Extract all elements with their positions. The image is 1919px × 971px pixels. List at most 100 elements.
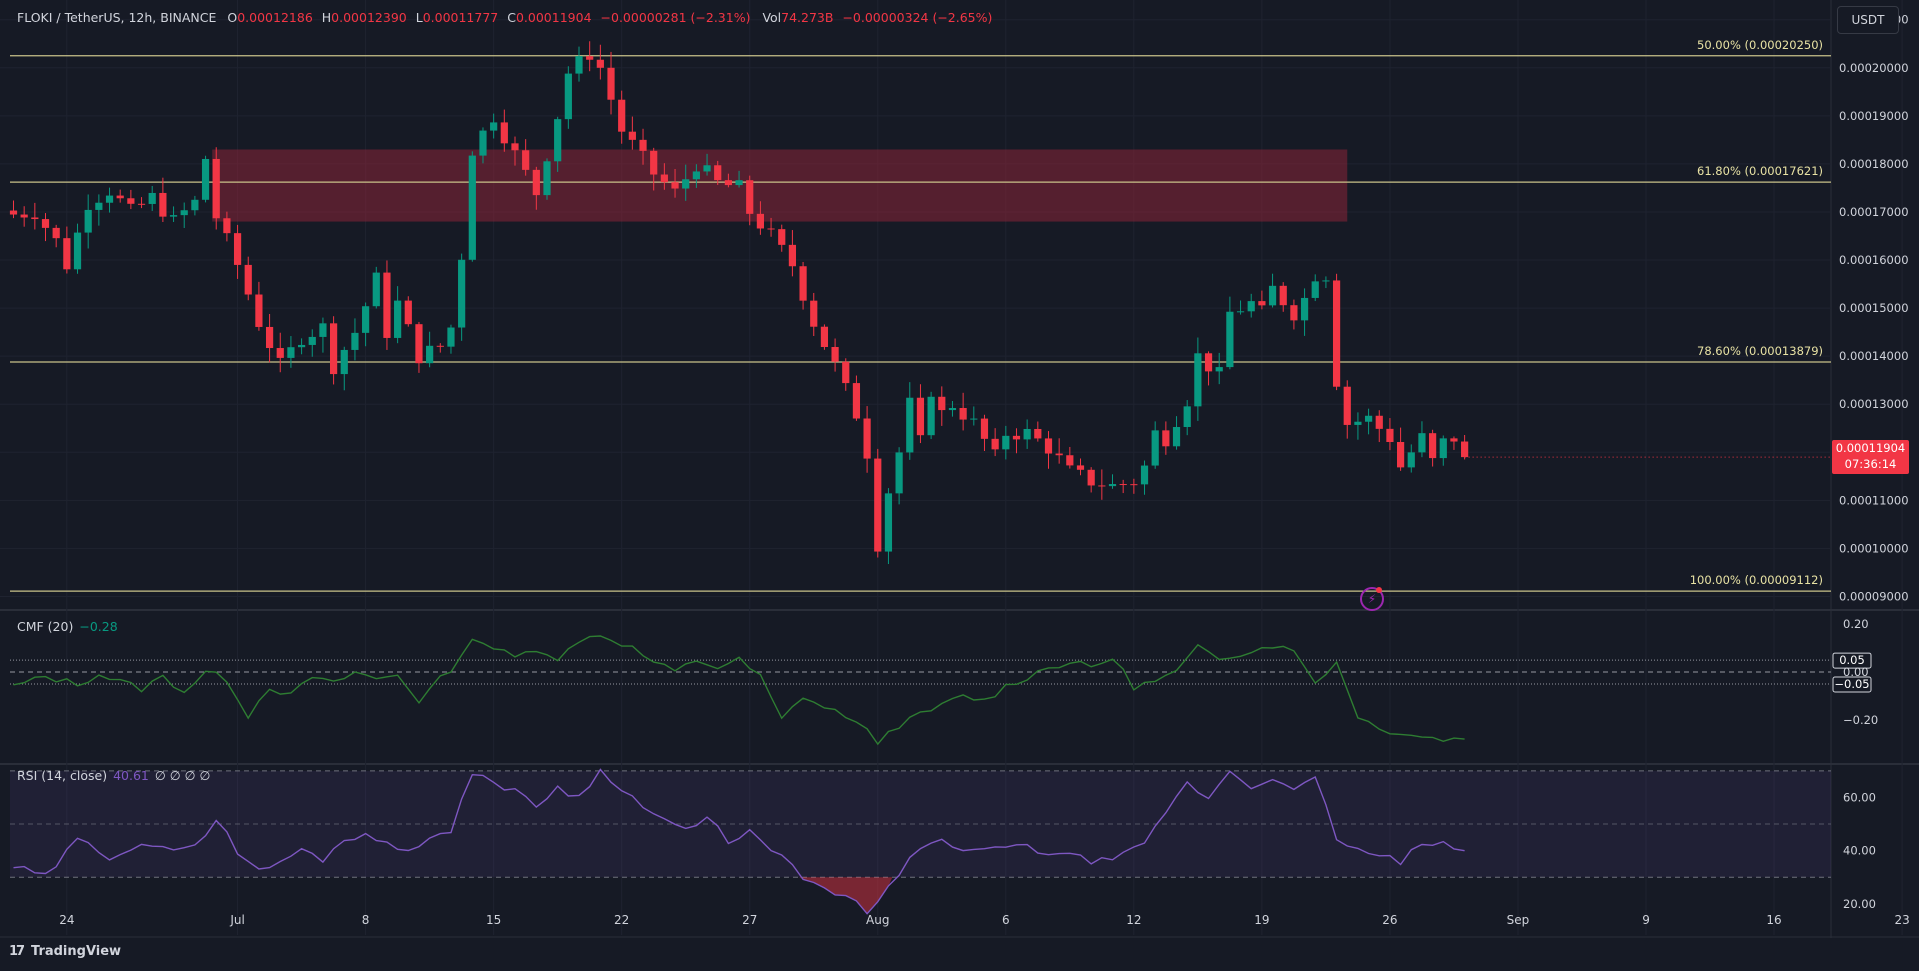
candle-body[interactable] bbox=[351, 332, 359, 350]
candle-body[interactable] bbox=[1151, 430, 1159, 466]
candle-body[interactable] bbox=[554, 119, 562, 162]
candle-body[interactable] bbox=[1194, 353, 1202, 407]
candle-body[interactable] bbox=[1076, 465, 1085, 470]
candle-body[interactable] bbox=[980, 418, 989, 439]
candle-body[interactable] bbox=[1322, 280, 1330, 282]
supply-zone-rect[interactable] bbox=[212, 149, 1348, 222]
candle-body[interactable] bbox=[628, 131, 636, 140]
candle-body[interactable] bbox=[362, 306, 370, 333]
candle-body[interactable] bbox=[447, 327, 455, 347]
candle-body[interactable] bbox=[618, 99, 626, 132]
candle-body[interactable] bbox=[575, 56, 583, 74]
candle-body[interactable] bbox=[1162, 430, 1170, 447]
candle-body[interactable] bbox=[137, 203, 146, 205]
candle-body[interactable] bbox=[522, 150, 530, 170]
candle-body[interactable] bbox=[1183, 406, 1191, 428]
candle-body[interactable] bbox=[169, 215, 178, 217]
candle-body[interactable] bbox=[372, 272, 380, 307]
symbol-title[interactable]: FLOKI / TetherUS, 12h, BINANCE bbox=[17, 10, 217, 25]
candle-body[interactable] bbox=[842, 361, 850, 384]
candle-body[interactable] bbox=[330, 323, 338, 375]
candle-body[interactable] bbox=[9, 210, 18, 215]
tradingview-logo[interactable]: 17 TradingView bbox=[9, 944, 121, 959]
candle-body[interactable] bbox=[1418, 433, 1426, 453]
candle-body[interactable] bbox=[639, 139, 647, 151]
candle-body[interactable] bbox=[1461, 441, 1469, 458]
candle-body[interactable] bbox=[874, 458, 882, 552]
candle-body[interactable] bbox=[479, 130, 487, 156]
candle-body[interactable] bbox=[1450, 438, 1458, 442]
candle-body[interactable] bbox=[1397, 441, 1405, 468]
candle-body[interactable] bbox=[1439, 438, 1447, 459]
candle-body[interactable] bbox=[265, 326, 274, 349]
cmf-line[interactable] bbox=[13, 635, 1465, 746]
candle-body[interactable] bbox=[895, 452, 903, 494]
candle-body[interactable] bbox=[1386, 428, 1394, 442]
candle-body[interactable] bbox=[1300, 297, 1309, 321]
candle-body[interactable] bbox=[1066, 455, 1074, 466]
candle-body[interactable] bbox=[1119, 484, 1127, 486]
candle-body[interactable] bbox=[105, 195, 114, 203]
candle-body[interactable] bbox=[1429, 433, 1437, 459]
candle-body[interactable] bbox=[180, 210, 188, 216]
candle-body[interactable] bbox=[191, 199, 199, 211]
candle-body[interactable] bbox=[788, 244, 797, 267]
candle-body[interactable] bbox=[1407, 452, 1415, 468]
candle-body[interactable] bbox=[1130, 484, 1138, 486]
candle-body[interactable] bbox=[1375, 415, 1383, 429]
candle-body[interactable] bbox=[1343, 386, 1351, 425]
candle-body[interactable] bbox=[948, 408, 957, 411]
candle-body[interactable] bbox=[1087, 469, 1095, 486]
candle-body[interactable] bbox=[511, 143, 519, 151]
candle-body[interactable] bbox=[714, 165, 722, 181]
candle-body[interactable] bbox=[778, 229, 786, 245]
candle-body[interactable] bbox=[159, 192, 167, 217]
candle-body[interactable] bbox=[746, 180, 754, 214]
candlestick-series[interactable] bbox=[9, 41, 1831, 565]
candle-body[interactable] bbox=[1279, 285, 1287, 306]
candle-body[interactable] bbox=[319, 323, 327, 337]
candle-body[interactable] bbox=[607, 67, 615, 100]
candle-body[interactable] bbox=[31, 217, 39, 220]
candle-body[interactable] bbox=[596, 59, 604, 68]
candle-body[interactable] bbox=[394, 300, 402, 338]
candle-body[interactable] bbox=[52, 227, 60, 239]
candle-body[interactable] bbox=[404, 300, 412, 325]
candle-body[interactable] bbox=[692, 171, 700, 180]
candle-body[interactable] bbox=[73, 232, 82, 270]
candle-body[interactable] bbox=[308, 336, 316, 345]
candle-body[interactable] bbox=[436, 345, 444, 347]
candle-body[interactable] bbox=[1055, 453, 1063, 456]
candle-body[interactable] bbox=[884, 493, 893, 552]
candle-body[interactable] bbox=[1002, 435, 1010, 450]
candle-body[interactable] bbox=[244, 264, 252, 295]
candle-body[interactable] bbox=[468, 155, 476, 260]
candle-body[interactable] bbox=[682, 179, 690, 189]
candle-body[interactable] bbox=[1108, 484, 1117, 487]
currency-selector[interactable]: USDT bbox=[1837, 6, 1899, 34]
lightning-icon[interactable]: ⚡ bbox=[1360, 587, 1384, 611]
candle-body[interactable] bbox=[671, 182, 679, 189]
candle-body[interactable] bbox=[148, 192, 156, 204]
candle-body[interactable] bbox=[458, 259, 466, 328]
candle-body[interactable] bbox=[1268, 285, 1277, 306]
candle-body[interactable] bbox=[201, 158, 210, 200]
candle-body[interactable] bbox=[383, 272, 391, 338]
candle-body[interactable] bbox=[991, 438, 999, 450]
candle-body[interactable] bbox=[340, 349, 348, 375]
candle-body[interactable] bbox=[500, 122, 508, 144]
candle-body[interactable] bbox=[970, 418, 978, 420]
candle-body[interactable] bbox=[735, 180, 743, 186]
candle-body[interactable] bbox=[95, 202, 103, 210]
candle-body[interactable] bbox=[1258, 301, 1266, 306]
candle-body[interactable] bbox=[724, 180, 732, 186]
candle-body[interactable] bbox=[1226, 311, 1234, 368]
candle-body[interactable] bbox=[1354, 421, 1362, 425]
candle-body[interactable] bbox=[820, 326, 829, 348]
candle-body[interactable] bbox=[1247, 301, 1255, 312]
symbol-header[interactable]: FLOKI / TetherUS, 12h, BINANCE O0.000121… bbox=[17, 10, 992, 25]
cmf-legend[interactable]: CMF (20) −0.28 bbox=[17, 619, 118, 634]
candle-body[interactable] bbox=[916, 397, 925, 436]
candle-body[interactable] bbox=[799, 266, 807, 301]
candle-body[interactable] bbox=[1172, 427, 1181, 447]
